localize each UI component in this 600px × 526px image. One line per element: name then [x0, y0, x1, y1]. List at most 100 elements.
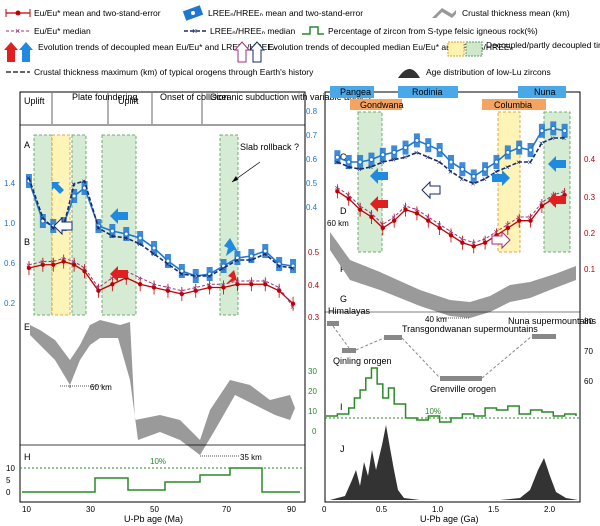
x-tick: 10 — [22, 505, 31, 514]
eu-median-point: × — [403, 202, 408, 211]
supercontinent-bar-nuna — [518, 86, 566, 98]
eu-median-point: × — [61, 254, 66, 263]
s-type-legend-icon — [302, 26, 324, 35]
lree-mean-point — [414, 137, 420, 143]
eu-median-point: × — [493, 228, 498, 237]
y-tick-i: 10 — [308, 407, 317, 416]
eu-median-point: × — [368, 209, 373, 218]
decoupled-bin — [357, 111, 383, 253]
eu-median-point: × — [290, 303, 295, 312]
trend-arrow-blue — [110, 208, 128, 224]
supercontinent-bar-columbia — [482, 99, 546, 110]
x-axis-label: U-Pb age (Ma) — [124, 514, 183, 524]
x-tick: 1.5 — [488, 505, 500, 514]
decoupled-bins-legend-icon — [447, 41, 483, 57]
panel-label-d: D — [340, 206, 347, 216]
eu-median-point: × — [562, 187, 567, 196]
eu-median-point: × — [482, 235, 487, 244]
lree-mean-point — [562, 128, 568, 134]
eu-median-line — [337, 187, 565, 244]
legend-crustal-mean: Crustal thickness mean (km) — [462, 8, 570, 18]
y-tick: 0.8 — [306, 107, 318, 116]
svg-text:×: × — [15, 26, 20, 36]
y-tick-i: 20 — [308, 387, 317, 396]
lree-median-line — [28, 177, 294, 277]
lree-median-point: × — [448, 168, 453, 177]
panel-label-j: J — [340, 444, 345, 454]
eu-median-point: × — [207, 280, 212, 289]
thickness-label: 60 km — [90, 383, 112, 392]
supercontinent-gondwana: Gondwana — [360, 100, 404, 110]
lree-median-point: × — [403, 153, 408, 162]
lree-median-point: × — [207, 272, 212, 281]
trend-arrow-blue — [52, 182, 64, 194]
lree-mean-point — [248, 253, 254, 259]
s-type-percent-line — [22, 467, 300, 493]
legend-age-dist: Age distribution of low-Lu zircons — [426, 67, 551, 77]
supercontinent-rodinia: Rodinia — [412, 87, 443, 97]
legend-trend-mean: Evolution trends of decoupled mean Eu/Eu… — [38, 42, 277, 52]
lree-mean-point — [357, 159, 363, 165]
panel-label-i: I — [340, 402, 343, 412]
crustal-thickness-band — [30, 320, 295, 455]
y-tick-right: 0.3 — [308, 313, 320, 322]
event-plate-foundering: Plate foundering — [72, 92, 138, 102]
eu-median-point: × — [391, 213, 396, 222]
eu-median-point: × — [505, 220, 510, 229]
eu-median-point: × — [221, 280, 226, 289]
percent-10-label: 10% — [425, 407, 441, 416]
lree-mean-point — [391, 149, 397, 155]
y-tick: 0.6 — [4, 259, 16, 268]
y-tick-h: 0 — [6, 488, 11, 497]
trend-arrow-red — [548, 192, 566, 208]
lree-mean-point — [137, 235, 143, 241]
trend-arrow-blue — [224, 238, 238, 256]
y-tick-g: 80 — [584, 317, 593, 326]
lree-median-point: × — [414, 148, 419, 157]
lree-mean-point — [123, 231, 129, 237]
lree-mean-legend-icon — [182, 5, 204, 21]
legend-eu-median: Eu/Eu* median — [34, 26, 91, 36]
orogen-marker-himalayas — [327, 321, 339, 326]
lree-median-point: × — [391, 156, 396, 165]
eu-mean-legend-icon — [5, 9, 31, 17]
lree-mean-point — [262, 248, 268, 254]
lree-median-point: × — [179, 270, 184, 279]
orogen-transgondwanan: Transgondwanan supermountains — [402, 324, 538, 334]
event-oceanic-subduction: Oceanic subduction with variable angles — [210, 92, 371, 102]
trend-mean-legend-icon — [4, 42, 33, 62]
lree-median-point: × — [516, 158, 521, 167]
y-tick-right: 0.1 — [584, 265, 596, 274]
lree-median-point: × — [95, 224, 100, 233]
y-tick-right: 0.4 — [584, 155, 596, 164]
lree-median-point: × — [26, 174, 31, 183]
eu-median-point: × — [334, 184, 339, 193]
lree-median-point: × — [459, 175, 464, 184]
event-uplift-2: Uplift — [118, 96, 139, 106]
trend-arrow-red — [370, 196, 388, 212]
eu-median-legend-icon: × — [6, 26, 30, 36]
lree-mean-point — [437, 147, 443, 153]
lree-mean-point — [71, 193, 77, 199]
eu-median-point: × — [262, 277, 267, 286]
x-axis-label: U-Pb age (Ga) — [420, 514, 479, 524]
eu-median-point: × — [471, 239, 476, 248]
orogen-marker-nuna — [532, 334, 556, 339]
y-tick-g: 60 — [584, 377, 593, 386]
legend-eu-mean: Eu/Eu* mean and two-stand-error — [34, 8, 161, 18]
legend-s-type: Percentage of zircon from S-type felsic … — [328, 26, 538, 36]
lree-median-line — [337, 137, 565, 185]
eu-median-point: × — [179, 287, 184, 296]
lree-mean-point — [505, 149, 511, 155]
y-tick-i: 0 — [312, 427, 317, 436]
y-tick-right: 0.4 — [308, 281, 320, 290]
lree-median-legend-icon: × — [184, 26, 206, 36]
lree-median-point: × — [482, 175, 487, 184]
legend-lree-median: LREEₙ/HREEₙ median — [210, 26, 295, 36]
supercontinent-bar-gondwana — [350, 99, 402, 110]
x-tick: 90 — [287, 505, 296, 514]
lree-median-point: × — [425, 153, 430, 162]
orogen-qinling: Qinling orogen — [333, 356, 392, 366]
panel-label-b: B — [24, 237, 30, 247]
